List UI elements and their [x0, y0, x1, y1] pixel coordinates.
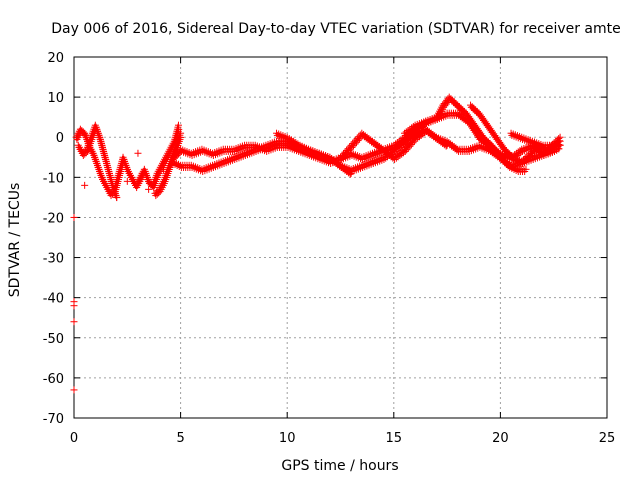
- series-track-a: [72, 121, 183, 200]
- data-point: [399, 149, 407, 157]
- data-point: [404, 144, 412, 152]
- plot-frame: [73, 56, 608, 419]
- data-point: [353, 138, 361, 146]
- y-tick-label: -70: [43, 412, 64, 427]
- data-point: [419, 130, 427, 138]
- data-point: [346, 170, 354, 178]
- data-point: [348, 143, 356, 151]
- x-tick-label: 0: [70, 431, 78, 446]
- data-point: [70, 302, 78, 310]
- data-marks: [70, 93, 564, 394]
- x-tick-label: 15: [386, 431, 403, 446]
- grid: [74, 57, 607, 418]
- data-point: [340, 152, 348, 160]
- data-point: [343, 149, 351, 157]
- data-point: [351, 140, 359, 148]
- x-tick-label: 25: [599, 431, 616, 446]
- data-point: [342, 150, 350, 158]
- data-point: [349, 142, 357, 150]
- data-point: [380, 155, 388, 163]
- y-tick-label: -40: [43, 292, 64, 307]
- data-point: [70, 386, 78, 394]
- data-point: [356, 135, 364, 143]
- x-tick-label: 10: [279, 431, 296, 446]
- data-point: [519, 159, 527, 167]
- data-point: [403, 146, 411, 154]
- data-point: [174, 121, 182, 129]
- axis-ticks: 0 5 10 15 20 25 -70 -60 -50 -40 -30 -20 -10 0 10 20: [43, 51, 616, 446]
- data-point: [346, 145, 354, 153]
- y-axis-label: SDTVAR / TECUs: [7, 183, 23, 298]
- data-point: [337, 155, 345, 163]
- data-point: [70, 318, 78, 326]
- series-track-h: [400, 93, 530, 176]
- data-point: [396, 151, 404, 159]
- data-point: [405, 129, 413, 137]
- data-point: [407, 127, 415, 135]
- data-point: [70, 213, 78, 221]
- data-point: [525, 153, 533, 161]
- y-tick-label: -30: [43, 252, 64, 267]
- data-point: [414, 134, 422, 142]
- data-point: [177, 129, 185, 137]
- y-tick-label: 0: [56, 131, 64, 146]
- series-track-g: [337, 125, 451, 163]
- data-point: [403, 130, 411, 138]
- x-tick-label: 5: [176, 431, 184, 446]
- data-point: [522, 156, 530, 164]
- data-point: [409, 139, 417, 147]
- data-point: [113, 193, 121, 201]
- data-point: [134, 149, 142, 157]
- data-point: [81, 181, 89, 189]
- series-track-f: [273, 129, 355, 178]
- data-point: [410, 125, 418, 133]
- data-point: [520, 158, 528, 166]
- data-point: [517, 149, 525, 157]
- data-point: [453, 146, 461, 154]
- data-point: [417, 131, 425, 139]
- data-point: [515, 150, 523, 158]
- data-point: [529, 150, 537, 158]
- data-point: [443, 141, 451, 149]
- y-tick-label: -50: [43, 332, 64, 347]
- data-point: [401, 147, 409, 155]
- data-point: [394, 153, 402, 161]
- data-point: [398, 150, 406, 158]
- data-point: [524, 155, 532, 163]
- x-tick-label: 20: [492, 431, 509, 446]
- series-track-b: [74, 121, 121, 202]
- data-point: [406, 142, 414, 150]
- y-tick-label: -60: [43, 372, 64, 387]
- y-tick-label: -10: [43, 171, 64, 186]
- data-point: [391, 155, 399, 163]
- data-point: [354, 137, 362, 145]
- data-point: [347, 169, 355, 177]
- data-point: [527, 151, 535, 159]
- data-point: [442, 142, 450, 150]
- data-point: [415, 133, 423, 141]
- y-tick-label: 20: [47, 51, 64, 66]
- x-axis-label: GPS time / hours: [281, 458, 398, 474]
- data-point: [407, 141, 415, 149]
- data-point: [401, 131, 409, 139]
- chart-title: Day 006 of 2016, Sidereal Day-to-day VTE…: [51, 21, 621, 37]
- series-track-i: [467, 101, 564, 167]
- data-point: [412, 135, 420, 143]
- data-point: [522, 165, 530, 173]
- data-point: [408, 126, 416, 134]
- y-tick-label: -20: [43, 211, 64, 226]
- y-tick-label: 10: [47, 91, 64, 106]
- data-point: [345, 147, 353, 155]
- data-point: [410, 137, 418, 145]
- data-point: [392, 154, 400, 162]
- data-point: [339, 154, 347, 162]
